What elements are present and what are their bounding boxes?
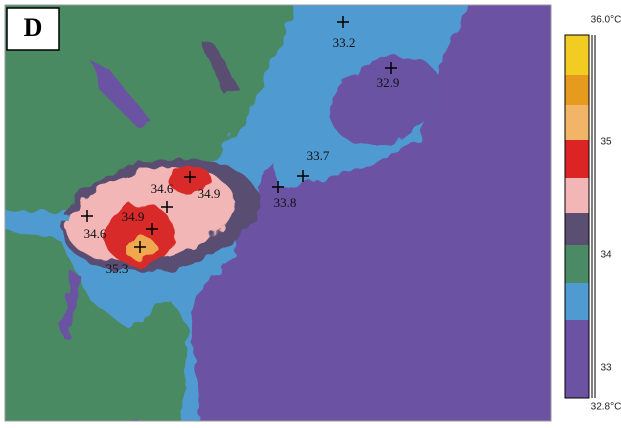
colorbar-label: 35 [600, 137, 612, 148]
colorbar [565, 35, 595, 398]
temperature-label: 33.2 [333, 35, 356, 50]
page: D 33.2 32.9 33.7 33.8 34.6 34.9 34.9 34.6 35.3 3… [0, 0, 621, 428]
panel-label: D [24, 13, 43, 42]
temperature-label: 32.9 [377, 75, 400, 90]
temperature-label: 34.9 [198, 186, 221, 201]
colorbar-label: 36.0°C [591, 15, 621, 26]
colorbar-label: 34 [600, 250, 612, 261]
temperature-label: 35.3 [106, 261, 129, 276]
temperature-label: 33.7 [307, 148, 330, 163]
colorbar-label: 32.8°C [591, 402, 621, 413]
temperature-label: 34.6 [84, 226, 107, 241]
figure: D 33.2 32.9 33.7 33.8 34.6 34.9 34.9 34.6 35.3 3… [0, 0, 621, 423]
temperature-label: 34.9 [122, 209, 145, 224]
colorbar-label: 33 [600, 363, 612, 374]
temperature-label: 33.8 [274, 195, 297, 210]
thermal-image [0, 0, 551, 423]
temperature-label: 34.6 [151, 181, 174, 196]
